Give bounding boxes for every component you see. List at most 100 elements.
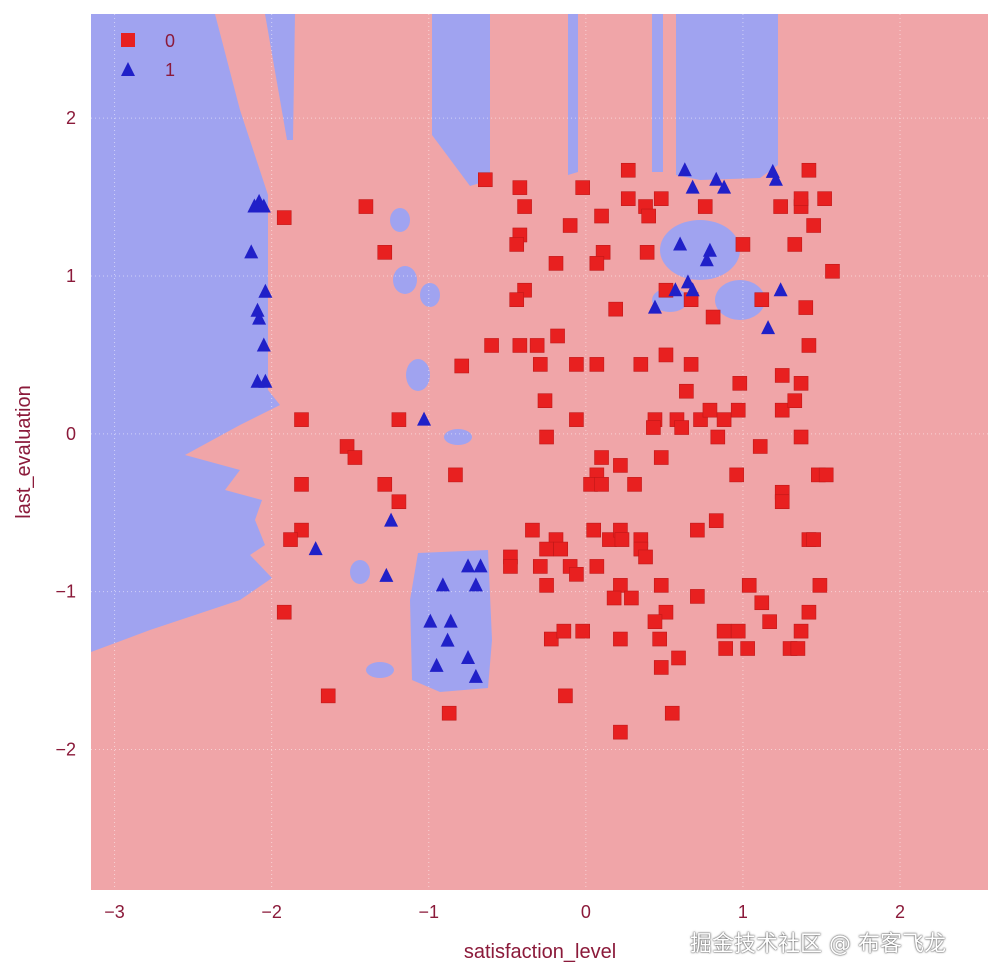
point-class-0 [653,660,669,675]
point-class-0 [569,412,584,427]
legend-label-1: 1 [165,60,175,80]
point-class-0 [708,513,724,528]
point-class-0 [283,532,298,547]
point-class-0 [294,477,309,492]
point-class-0 [683,357,699,372]
x-tick-label: −3 [104,902,125,922]
x-axis-label: satisfaction_level [464,941,616,963]
point-class-0 [594,450,609,465]
point-class-0 [798,300,814,315]
x-tick-label: −1 [418,902,439,922]
point-class-0 [806,532,821,547]
point-class-0 [339,439,355,454]
point-class-0 [613,458,628,473]
point-class-1 [761,320,776,335]
point-class-0 [638,549,653,565]
point-class-0 [586,522,601,538]
y-tick-label: 0 [66,424,76,444]
point-class-0 [793,429,809,445]
legend-marker-1 [121,62,135,76]
point-class-0 [539,429,554,445]
point-class-1 [461,558,476,573]
region-class-1 [91,14,778,692]
point-class-0 [653,450,669,465]
point-class-0 [620,191,636,206]
point-class-0 [702,402,718,418]
point-class-0 [754,595,770,611]
point-class-0 [801,162,817,178]
point-class-0 [710,429,726,445]
point-class-1 [668,282,683,297]
point-class-0 [575,180,591,195]
point-class-0 [543,631,559,647]
point-class-0 [652,631,667,647]
point-class-0 [539,541,554,557]
point-class-0 [441,705,457,721]
point-class-1 [384,512,399,527]
point-class-0 [613,724,628,740]
point-class-0 [377,477,393,492]
point-class-1 [685,282,700,297]
point-class-0 [391,412,407,427]
point-class-0 [801,338,817,353]
point-class-0 [817,191,832,206]
point-class-0 [806,218,821,233]
point-class-0 [729,467,744,483]
point-class-0 [569,567,584,582]
point-class-1 [256,337,271,352]
point-class-1 [673,236,688,251]
point-class-0 [556,623,572,639]
x-tick-label: −2 [261,902,282,922]
x-tick-label: 2 [895,902,905,922]
point-class-0 [532,357,548,372]
legend-marker-0 [121,33,135,47]
point-class-0 [653,191,669,206]
point-class-0 [624,590,639,606]
y-axis-ticks: 2 1 0 −1 −2 [55,108,76,759]
point-class-0 [790,641,806,656]
point-class-0 [539,578,554,593]
point-class-0 [740,641,755,656]
point-class-0 [509,237,525,252]
point-class-0 [347,450,363,465]
point-class-0 [627,477,642,492]
point-class-1 [709,171,724,186]
point-class-0 [716,412,732,427]
point-class-1 [443,613,458,628]
point-class-1 [473,558,488,573]
y-tick-label: −2 [55,740,76,760]
point-class-0 [294,522,309,538]
point-class-1 [440,632,455,647]
point-class-0 [589,559,605,574]
point-class-0 [276,604,292,620]
point-class-0 [391,494,407,510]
x-tick-label: 1 [738,902,748,922]
point-class-0 [377,245,393,260]
point-class-0 [671,650,686,666]
point-class-0 [697,199,713,214]
point-class-0 [716,623,732,639]
point-class-1 [258,283,273,298]
point-class-0 [730,623,746,639]
point-class-1 [717,179,732,194]
point-class-0 [754,292,770,307]
point-class-1 [308,541,323,556]
point-class-0 [774,494,790,510]
point-class-0 [735,237,751,252]
point-class-1 [768,171,783,186]
point-class-0 [537,393,553,409]
point-class-1 [685,179,700,194]
point-class-0 [594,208,609,224]
point-class-0 [762,614,777,629]
point-class-0 [512,180,528,195]
point-class-0 [647,614,663,629]
watermark: 掘金技术社区 @ 布客飞龙 [690,932,946,957]
point-class-0 [801,604,817,620]
point-class-0 [550,328,565,344]
point-class-0 [294,412,309,427]
point-class-0 [448,467,463,483]
point-class-1 [244,244,259,259]
point-class-1 [435,577,450,592]
data-points [244,162,840,740]
